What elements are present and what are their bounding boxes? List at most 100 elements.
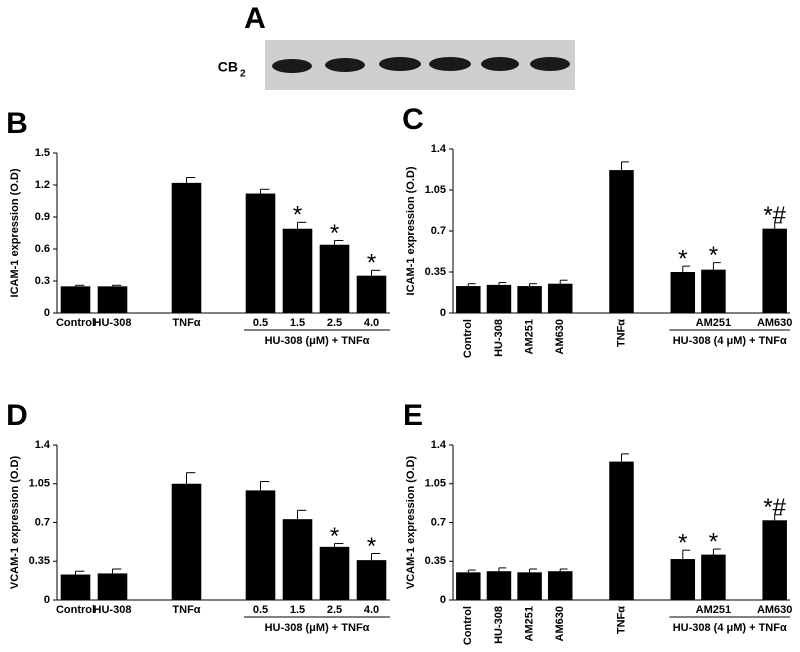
- significance-mark: *: [367, 533, 376, 560]
- group-label: HU-308 (μM) + TNFα: [265, 335, 370, 347]
- bar: [245, 193, 276, 313]
- y-tick-label: 0.7: [431, 516, 446, 528]
- bar: [356, 560, 387, 600]
- bar: [670, 272, 696, 313]
- y-tick-label: 0: [44, 594, 50, 606]
- y-tick-label: 1.4: [431, 439, 447, 451]
- y-tick-label: 0.7: [35, 516, 50, 528]
- bar: [97, 573, 128, 600]
- bar: [701, 554, 726, 600]
- x-tick-label: Control: [462, 606, 474, 645]
- significance-mark: *: [678, 530, 687, 557]
- x-tick-label: AM630: [757, 604, 792, 616]
- bar: [245, 490, 276, 600]
- y-tick-label: 0.6: [35, 243, 50, 255]
- significance-mark: *#: [763, 494, 786, 521]
- panel-label: B: [6, 107, 28, 140]
- y-axis-label: VCAM-1 expression (O.D): [405, 456, 417, 590]
- significance-mark: *#: [763, 202, 786, 229]
- western-blot: [265, 40, 575, 90]
- x-tick-label: AM251: [523, 319, 535, 354]
- x-tick-label: TNFα: [615, 606, 627, 634]
- x-tick-label: HU-308: [493, 606, 505, 644]
- x-tick-label: 4.0: [364, 317, 379, 329]
- x-tick-label: TNFα: [172, 317, 200, 329]
- x-tick-label: AM630: [554, 606, 566, 641]
- y-tick-label: 0.7: [431, 225, 446, 237]
- significance-mark: *: [367, 250, 376, 277]
- bar: [60, 286, 91, 313]
- significance-mark: *: [293, 202, 302, 229]
- x-tick-label: Control: [56, 317, 95, 329]
- x-tick-label: 4.0: [364, 604, 379, 616]
- y-tick-label: 0: [44, 307, 50, 319]
- bar: [282, 228, 313, 313]
- blot-subscript: 2: [240, 69, 246, 80]
- bar: [609, 461, 634, 600]
- x-tick-label: AM630: [757, 317, 792, 329]
- blot-label: CB: [218, 59, 238, 75]
- bar: [486, 571, 512, 600]
- x-tick-label: 2.5: [327, 604, 342, 616]
- x-tick-label: HU-308: [94, 317, 132, 329]
- bar: [609, 170, 634, 313]
- y-tick-label: 0: [440, 307, 446, 319]
- x-tick-label: 2.5: [327, 317, 342, 329]
- bar: [171, 483, 202, 600]
- x-tick-label: Control: [462, 319, 474, 358]
- bar: [97, 286, 128, 313]
- bar: [762, 228, 787, 313]
- x-tick-label: 0.5: [253, 317, 268, 329]
- x-tick-label: HU-308: [94, 604, 132, 616]
- bar: [456, 286, 481, 313]
- bar: [762, 520, 787, 600]
- x-tick-label: AM630: [554, 319, 566, 354]
- y-tick-label: 0.9: [35, 211, 50, 223]
- significance-mark: *: [678, 245, 687, 272]
- bar: [517, 286, 542, 313]
- bar: [356, 275, 387, 313]
- y-tick-label: 0.35: [425, 555, 446, 567]
- y-axis-label: ICAM-1 expression (O.D): [405, 166, 417, 295]
- bar: [547, 283, 573, 313]
- bar: [456, 572, 481, 600]
- significance-mark: *: [330, 523, 339, 550]
- y-axis-label: VCAM-1 expression (O.D): [9, 456, 21, 590]
- bar: [486, 284, 512, 313]
- x-tick-label: Control: [56, 604, 95, 616]
- panel-label: E: [403, 399, 423, 432]
- significance-mark: *: [709, 242, 718, 269]
- x-tick-label: AM251: [523, 606, 535, 641]
- y-tick-label: 1.05: [29, 478, 50, 490]
- bar: [171, 182, 202, 313]
- significance-mark: *: [709, 528, 718, 555]
- bar: [547, 571, 573, 600]
- panel-label: C: [402, 103, 424, 136]
- bar: [282, 519, 313, 600]
- significance-mark: *: [330, 220, 339, 247]
- bar: [60, 574, 91, 600]
- group-label: HU-308 (μM) + TNFα: [265, 622, 370, 634]
- y-tick-label: 1.05: [425, 184, 446, 196]
- x-tick-label: AM251: [696, 317, 731, 329]
- y-tick-label: 0.35: [425, 266, 446, 278]
- y-tick-label: 0.3: [35, 275, 50, 287]
- x-tick-label: TNFα: [172, 604, 200, 616]
- bar: [701, 269, 726, 313]
- panel-label: D: [6, 399, 28, 432]
- group-label: HU-308 (4 μM) + TNFα: [673, 335, 787, 347]
- x-tick-label: HU-308: [493, 319, 505, 357]
- bar: [670, 559, 696, 600]
- x-tick-label: TNFα: [615, 319, 627, 347]
- group-label: HU-308 (4 μM) + TNFα: [673, 622, 787, 634]
- y-tick-label: 1.4: [431, 143, 447, 155]
- x-tick-label: 0.5: [253, 604, 268, 616]
- y-tick-label: 0.35: [29, 555, 50, 567]
- bar: [319, 546, 350, 600]
- x-tick-label: 1.5: [290, 317, 305, 329]
- x-tick-label: AM251: [696, 604, 731, 616]
- x-tick-label: 1.5: [290, 604, 305, 616]
- y-tick-label: 1.5: [35, 147, 50, 159]
- y-tick-label: 0: [440, 594, 446, 606]
